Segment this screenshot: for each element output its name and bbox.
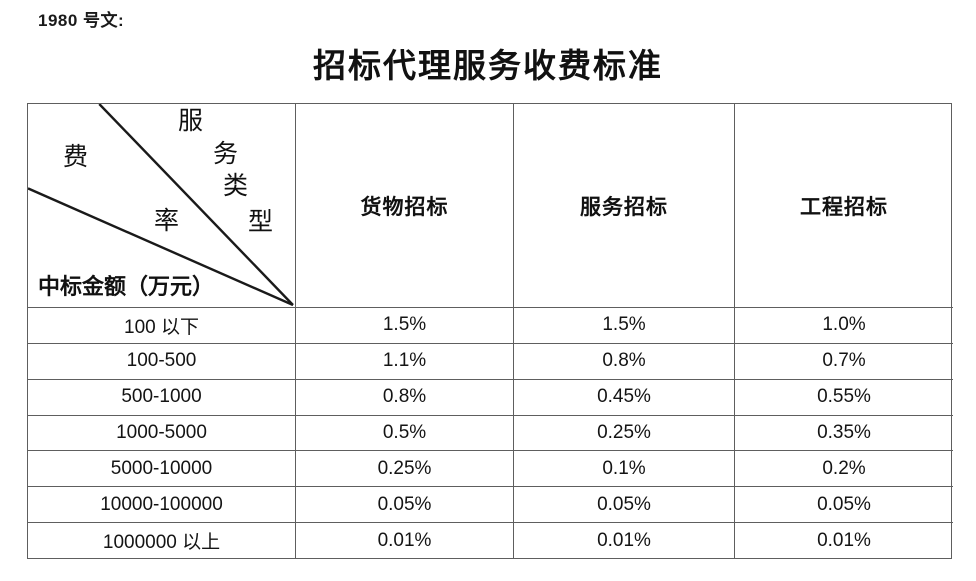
corner-service-type-char-4: 型 bbox=[248, 209, 274, 236]
column-header-service-bidding: 服务招标 bbox=[514, 104, 735, 308]
rate-cell: 0.05% bbox=[735, 487, 953, 524]
diagonal-divider-lines bbox=[28, 104, 294, 307]
amount-range-cell: 10000-100000 bbox=[28, 487, 296, 524]
amount-range-cell: 1000000 以上 bbox=[28, 523, 296, 559]
amount-range-cell: 100 以下 bbox=[28, 308, 296, 344]
rate-cell: 0.25% bbox=[514, 415, 735, 452]
rate-cell: 0.8% bbox=[514, 343, 735, 380]
corner-service-type-char-3: 类 bbox=[223, 173, 249, 200]
rate-cell: 1.5% bbox=[514, 308, 735, 344]
rate-cell: 0.8% bbox=[296, 379, 514, 416]
rate-cell: 0.05% bbox=[296, 487, 514, 524]
corner-header-cell: 服 务 类 型 费 率 中标金额（万元） bbox=[28, 104, 296, 308]
fee-standard-table: 服 务 类 型 费 率 中标金额（万元） 货物招标 服务招标 工程招标 100 … bbox=[27, 103, 953, 559]
amount-range-cell: 500-1000 bbox=[28, 379, 296, 416]
corner-fee-rate-char-1: 费 bbox=[63, 144, 89, 171]
rate-cell: 0.5% bbox=[296, 415, 514, 452]
corner-service-type-char-2: 务 bbox=[213, 141, 239, 168]
amount-range-cell: 1000-5000 bbox=[28, 415, 296, 452]
corner-amount-label: 中标金额（万元） bbox=[38, 274, 215, 299]
amount-range-cell: 100-500 bbox=[28, 343, 296, 380]
rate-cell: 1.5% bbox=[296, 308, 514, 344]
doc-reference-label: 1980 号文: bbox=[38, 11, 125, 30]
column-header-engineering-bidding: 工程招标 bbox=[735, 104, 953, 308]
rate-cell: 0.25% bbox=[296, 451, 514, 488]
rate-cell: 0.55% bbox=[735, 380, 953, 416]
amount-range-cell: 5000-10000 bbox=[28, 451, 296, 488]
rate-cell: 0.01% bbox=[817, 529, 871, 551]
rate-cell: 0.35% bbox=[735, 416, 953, 452]
corner-fee-rate-char-2: 率 bbox=[154, 208, 180, 235]
rate-cell: 1.1% bbox=[296, 343, 514, 380]
rate-cell: 1.0% bbox=[735, 308, 953, 344]
corner-service-type-char-1: 服 bbox=[178, 108, 204, 135]
rate-cell: 0.05% bbox=[514, 487, 735, 524]
rate-cell: 0.1% bbox=[514, 451, 735, 488]
rate-cell: 0.45% bbox=[514, 379, 735, 416]
rate-cell: 0.2% bbox=[735, 451, 953, 488]
column-header-goods-bidding: 货物招标 bbox=[296, 104, 514, 308]
rate-cell: 0.01% bbox=[296, 523, 514, 559]
page-title: 招标代理服务收费标准 bbox=[313, 49, 663, 85]
rate-cell: 0.01% bbox=[514, 523, 735, 559]
rate-cell: 0.7% bbox=[735, 344, 953, 380]
